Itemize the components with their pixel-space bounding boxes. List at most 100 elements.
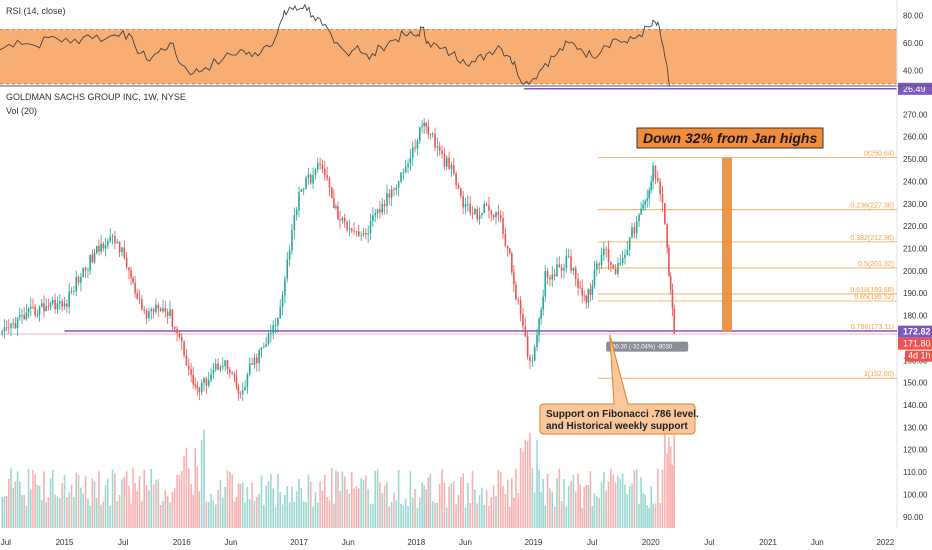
candle-body	[87, 270, 89, 272]
candle-body	[369, 221, 372, 234]
candle-body	[600, 255, 603, 266]
volume-bar	[125, 471, 128, 528]
candle-body	[130, 270, 132, 278]
volume-bar	[316, 502, 319, 528]
candle-body	[517, 299, 520, 301]
candle-body	[596, 263, 598, 270]
candle-body	[157, 304, 160, 309]
volume-bar	[73, 496, 75, 528]
rsi-tick-label: 80.00	[903, 12, 924, 21]
candle-body	[281, 295, 284, 308]
volume-bar	[572, 475, 575, 528]
candle-body	[109, 236, 112, 242]
volume-bar	[526, 440, 529, 528]
candle-body	[388, 193, 391, 198]
volume-bar	[533, 492, 536, 528]
candle-body	[61, 301, 63, 307]
time-tick-label: 2020	[642, 538, 660, 547]
candle-body	[198, 387, 201, 393]
price-tick-label: 200.00	[903, 267, 928, 276]
candle-body	[536, 335, 538, 348]
candle-body	[321, 164, 324, 169]
volume-bar	[114, 473, 116, 528]
volume-bar	[661, 469, 664, 528]
volume-bar	[666, 453, 668, 528]
fib-level-label: 0.5(201.32)	[858, 261, 894, 268]
volume-bar	[314, 492, 317, 528]
candle-body	[619, 263, 622, 264]
price-candles	[1, 118, 676, 402]
volume-bar	[248, 499, 251, 528]
volume-bar	[102, 501, 105, 528]
candle-body	[286, 259, 289, 279]
candle-body	[47, 306, 50, 308]
volume-bar	[589, 471, 592, 528]
volume-bar	[7, 478, 10, 528]
candle-body	[244, 387, 246, 391]
candle-body	[200, 383, 203, 393]
candle-body	[664, 202, 666, 224]
candle-body	[7, 327, 10, 329]
volume-bar	[178, 474, 181, 528]
volume-bar	[229, 471, 231, 528]
volume-bar	[640, 477, 642, 528]
price-tick-label: 130.00	[903, 423, 928, 432]
volume-bar	[331, 468, 333, 528]
volume-bar	[277, 474, 279, 528]
volume-bar	[522, 451, 524, 528]
volume-bar	[478, 494, 481, 528]
volume-bar	[21, 494, 23, 528]
volume-bar	[138, 476, 141, 528]
candle-body	[164, 308, 167, 312]
volume-bar	[66, 497, 68, 528]
volume-bar	[600, 482, 603, 528]
price-badge-bg	[898, 325, 932, 338]
volume-bar	[455, 504, 457, 528]
volume-bar	[302, 501, 305, 528]
volume-bar	[169, 502, 171, 528]
volume-bar	[118, 494, 121, 528]
rsi-axis: 80.00 60.00 40.00	[903, 12, 924, 76]
volume-bar	[350, 472, 353, 528]
volume-bar	[515, 468, 517, 528]
volume-bar	[91, 478, 94, 528]
volume-bar	[659, 503, 661, 528]
volume-bar	[346, 489, 348, 528]
candle-body	[376, 209, 379, 214]
volume-bar	[421, 482, 423, 528]
volume-bar	[343, 476, 346, 528]
candle-body	[32, 306, 34, 308]
candle-body	[284, 278, 286, 296]
volume-bar	[355, 486, 358, 528]
volume-bar	[365, 475, 367, 528]
candle-body	[438, 146, 441, 151]
candle-body	[464, 204, 467, 208]
volume-bar	[358, 488, 360, 528]
volume-bar	[319, 481, 321, 528]
countdown-badge-bg	[905, 350, 932, 362]
volume-bar	[506, 479, 509, 528]
volume-bar	[29, 489, 32, 528]
volume-bar	[16, 471, 19, 528]
volume-bar	[583, 486, 586, 528]
volume-bar	[499, 472, 502, 528]
volume-bar	[490, 496, 493, 528]
volume-bar	[448, 486, 450, 528]
candle-body	[400, 172, 402, 182]
range-bar	[721, 157, 732, 332]
volume-bar	[190, 484, 192, 528]
volume-bar	[605, 490, 608, 528]
volume-bar	[205, 501, 208, 528]
candle-body	[567, 256, 570, 258]
volume-bar	[381, 493, 384, 528]
candle-body	[277, 318, 279, 326]
volume-bar	[567, 485, 570, 528]
candle-body	[533, 347, 536, 361]
volume-bar	[341, 471, 344, 528]
time-tick-label: Jun	[225, 538, 238, 547]
annotation-line-2: and Historical weekly support	[546, 421, 688, 432]
candle-body	[263, 346, 265, 348]
volume-bar	[596, 496, 598, 528]
volume-bar	[367, 489, 369, 528]
candle-body	[581, 287, 583, 296]
